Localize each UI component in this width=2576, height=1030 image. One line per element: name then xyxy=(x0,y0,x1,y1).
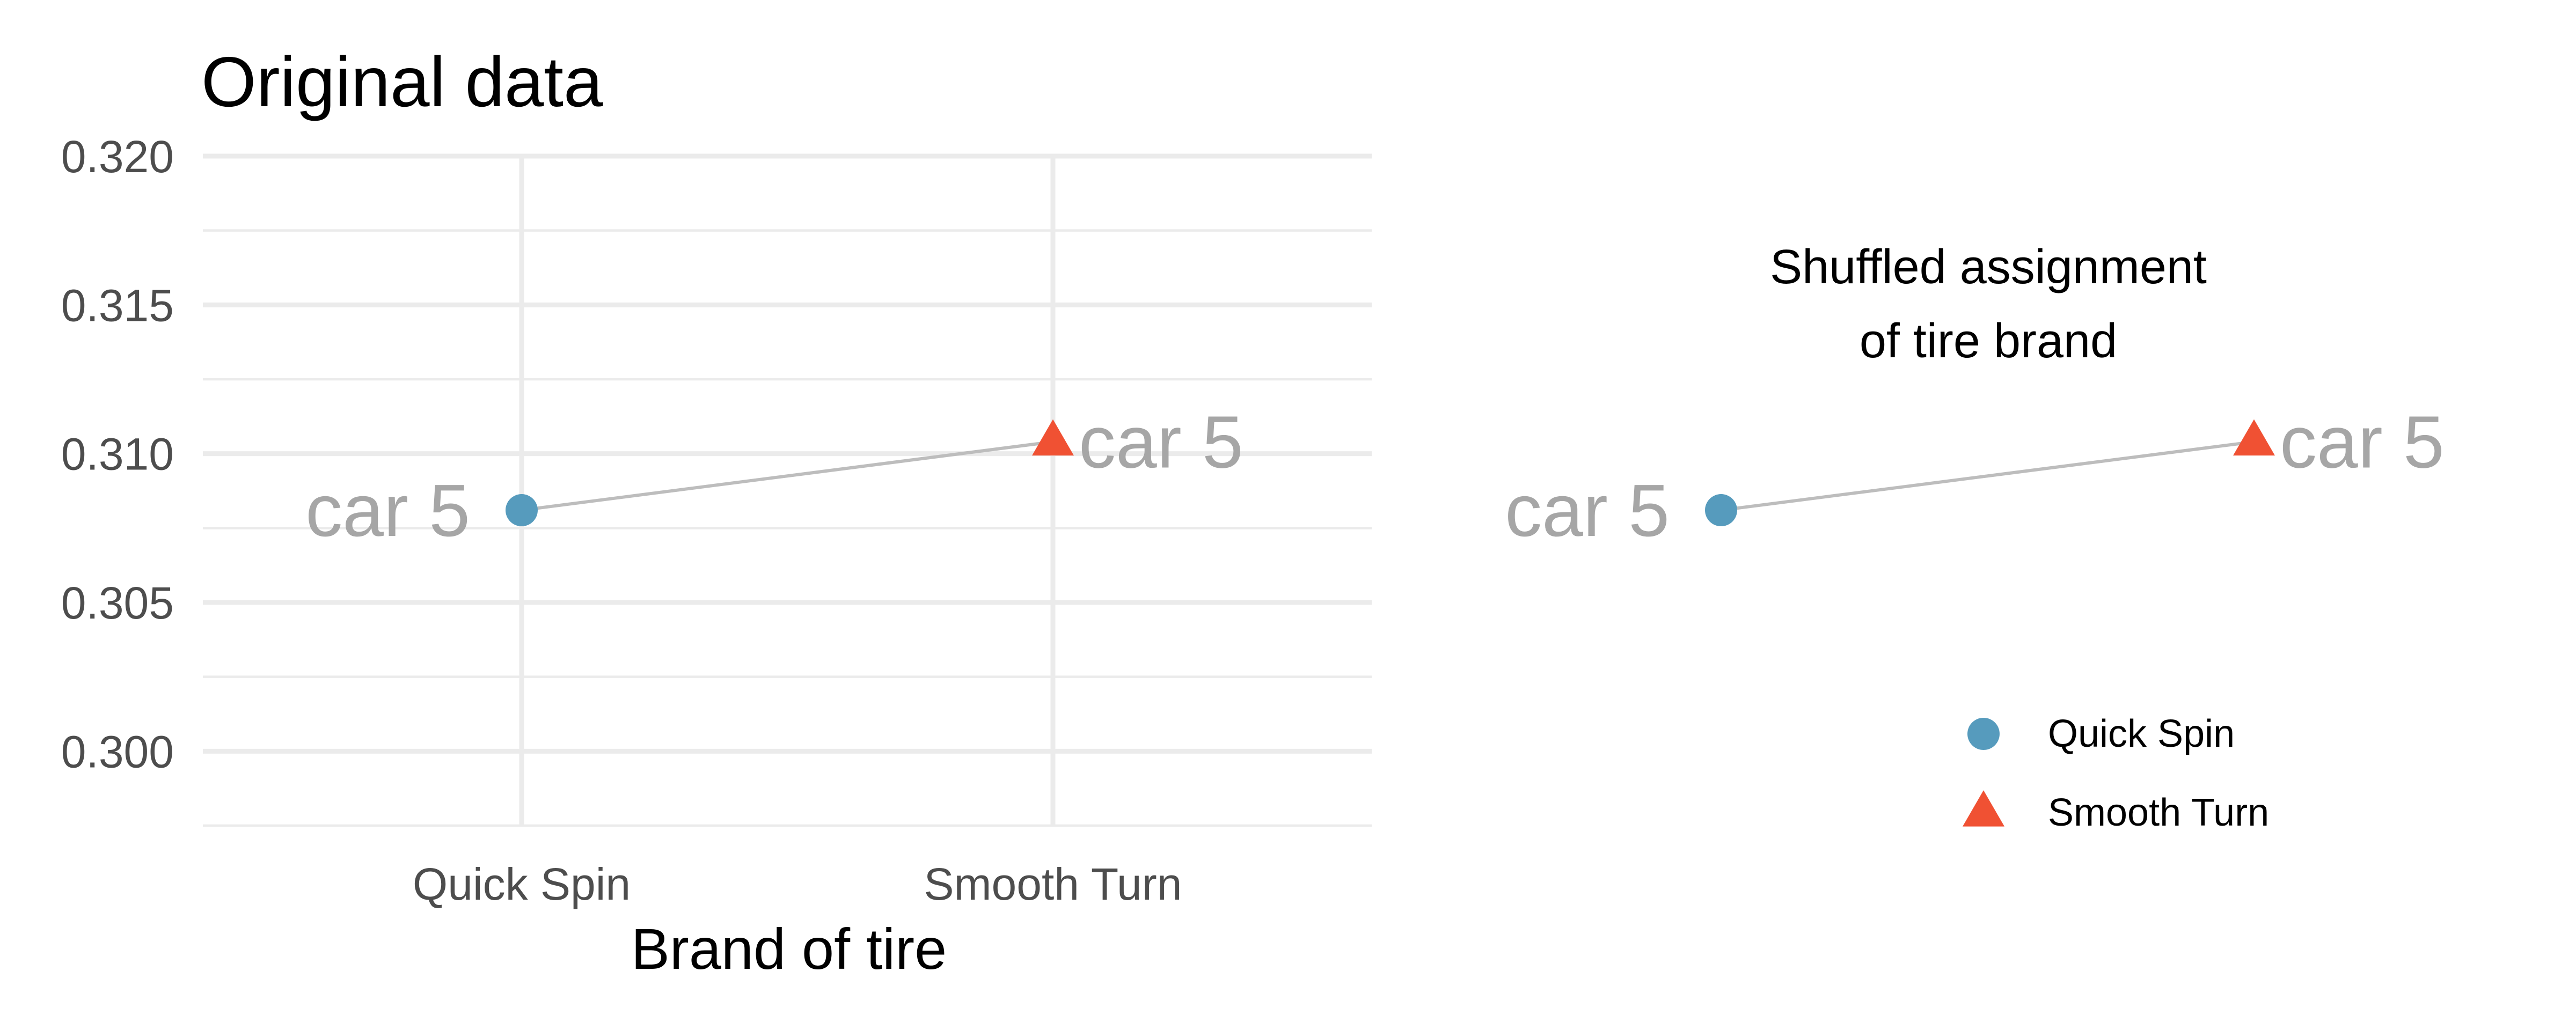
car-label: car 5 xyxy=(1079,401,1243,483)
x-tick-label: Smooth Turn xyxy=(924,859,1182,909)
pair-connector-line xyxy=(1721,440,2255,512)
legend-label: Smooth Turn xyxy=(2048,791,2269,834)
car-label: car 5 xyxy=(305,469,470,552)
quick-spin-point xyxy=(1705,494,1737,527)
legend-circle-key xyxy=(1967,718,2000,750)
legend-triangle-key xyxy=(1963,790,2004,827)
original-data-panel: Original data 0.3000.3050.3100.3150.320 … xyxy=(61,42,1372,981)
smooth-turn-point xyxy=(2233,419,2275,456)
y-tick-label: 0.300 xyxy=(61,726,174,777)
panel-title-line-1: Shuffled assignment xyxy=(1770,240,2207,294)
panel-title-line-2: of tire brand xyxy=(1860,314,2117,368)
legend: Quick Spin Smooth Turn xyxy=(1963,712,2269,834)
y-tick-label: 0.305 xyxy=(61,578,174,628)
y-tick-label: 0.315 xyxy=(61,280,174,330)
pair-connector-line xyxy=(521,440,1053,512)
car-label: car 5 xyxy=(2280,401,2445,483)
y-tick-label: 0.320 xyxy=(61,131,174,182)
chart-title: Original data xyxy=(201,42,603,121)
smooth-turn-point xyxy=(1032,419,1074,456)
data-marks: car 5 car 5 xyxy=(1505,401,2445,552)
x-axis-label: Brand of tire xyxy=(631,916,947,981)
y-tick-labels: 0.300 0.305 0.310 0.315 0.320 xyxy=(61,131,174,777)
data-marks: car 5 car 5 xyxy=(305,401,1243,552)
y-tick-label: 0.310 xyxy=(61,429,174,480)
x-tick-label: Quick Spin xyxy=(413,859,631,909)
quick-spin-point xyxy=(506,494,538,527)
gridlines xyxy=(203,153,1372,827)
shuffled-assignment-panel: Shuffled assignment of tire brand car 5c… xyxy=(1505,240,2445,834)
car-label: car 5 xyxy=(1505,469,1670,552)
legend-label: Quick Spin xyxy=(2048,712,2235,755)
x-tick-labels: Quick Spin Smooth Turn xyxy=(413,859,1182,909)
